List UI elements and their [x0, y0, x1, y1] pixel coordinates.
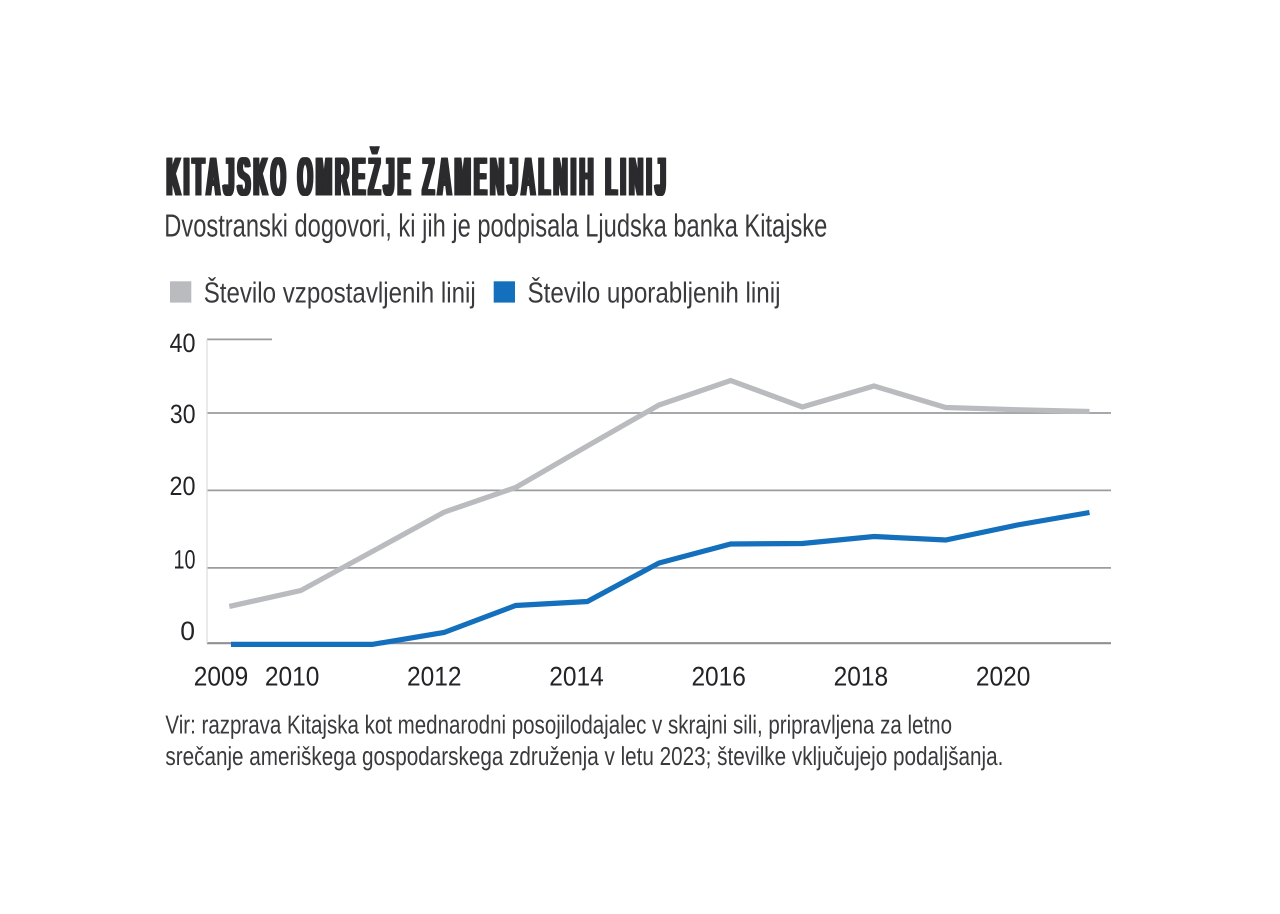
svg-text:2018: 2018	[834, 661, 889, 691]
svg-text:KITAJSKO OMREŽJE ZAMENJALNIH L: KITAJSKO OMREŽJE ZAMENJALNIH LINIJ	[167, 146, 669, 208]
svg-text:2010: 2010	[265, 661, 320, 691]
svg-text:Število vzpostavljenih linij: Število vzpostavljenih linij	[204, 277, 476, 310]
svg-text:20: 20	[170, 471, 196, 501]
svg-text:KITAJSKO OMREŽJE ZAMENJALNIH L: KITAJSKO OMREŽJE ZAMENJALNIH LINIJ	[165, 146, 667, 208]
svg-text:40: 40	[170, 328, 196, 358]
svg-text:2016: 2016	[691, 661, 746, 691]
svg-text:KITAJSKO OMREŽJE ZAMENJALNIH L: KITAJSKO OMREŽJE ZAMENJALNIH LINIJ	[168, 146, 670, 208]
svg-text:KITAJSKO OMREŽJE ZAMENJALNIH L: KITAJSKO OMREŽJE ZAMENJALNIH LINIJ	[166, 146, 668, 208]
svg-text:srečanje ameriškega gospodarsk: srečanje ameriškega gospodarskega združe…	[165, 741, 1003, 771]
svg-text:2020: 2020	[976, 661, 1031, 691]
svg-text:2014: 2014	[549, 661, 604, 691]
svg-text:2012: 2012	[407, 661, 462, 691]
svg-text:Vir: razprava Kitajska kot med: Vir: razprava Kitajska kot mednarodni po…	[165, 710, 952, 740]
svg-text:Dvostranski dogovori, ki jih j: Dvostranski dogovori, ki jih je podpisal…	[164, 207, 827, 243]
svg-text:10: 10	[174, 545, 196, 575]
svg-text:2009: 2009	[194, 661, 249, 691]
svg-text:0: 0	[180, 616, 195, 646]
svg-text:Število uporabljenih linij: Število uporabljenih linij	[528, 277, 781, 310]
svg-text:30: 30	[170, 399, 196, 429]
